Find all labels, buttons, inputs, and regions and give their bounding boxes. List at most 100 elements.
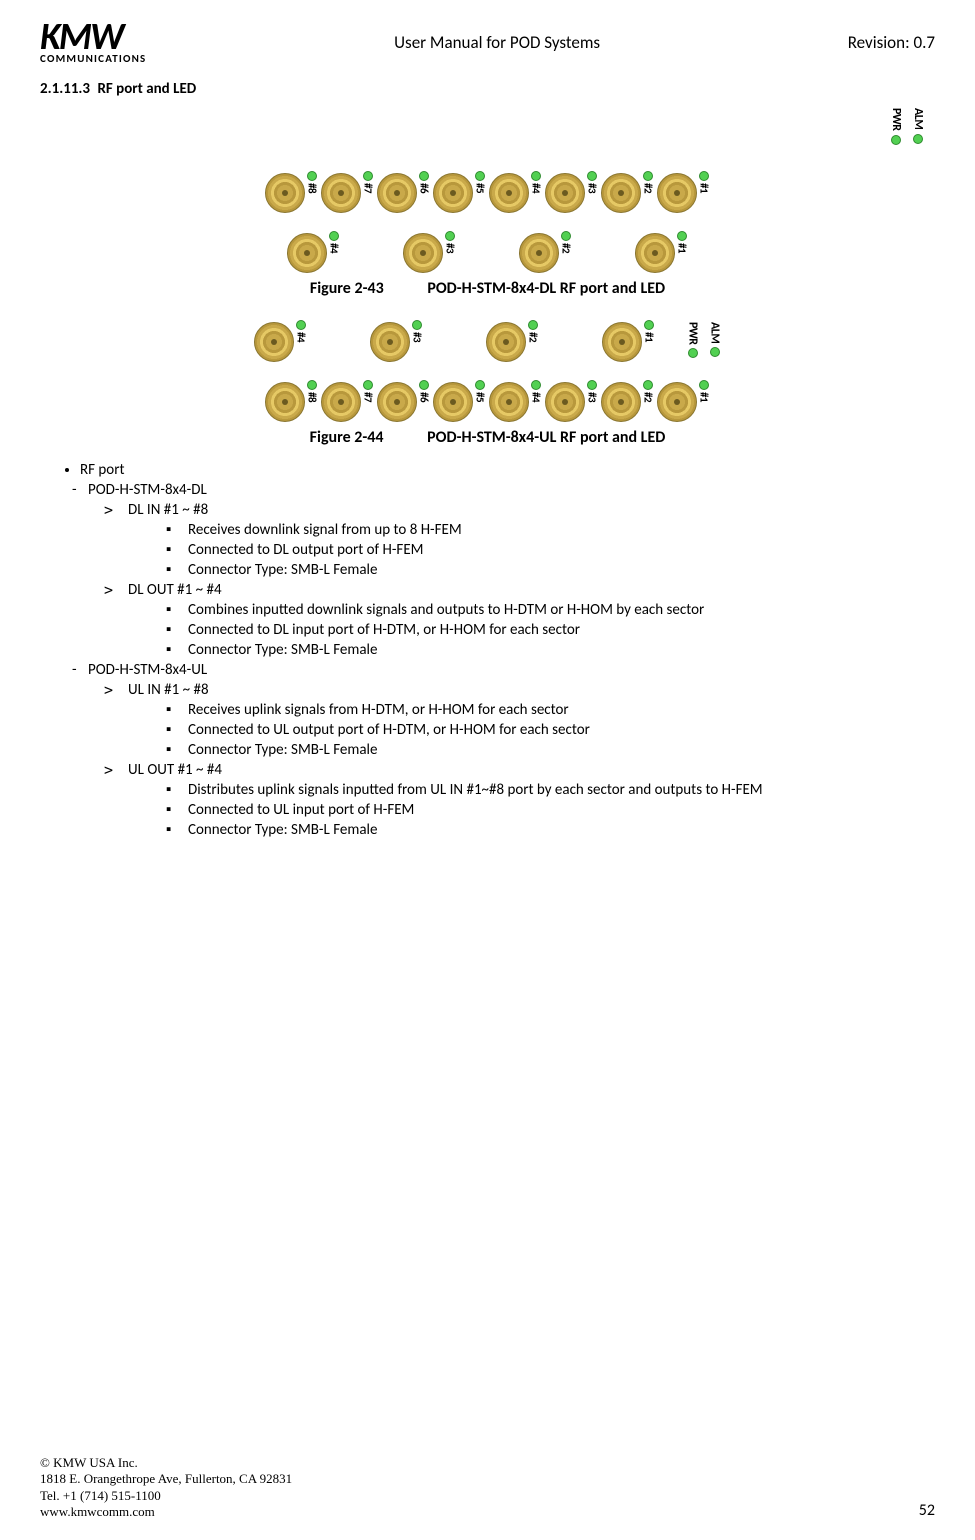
rf-port-icon — [601, 173, 641, 213]
port-led-icon — [643, 171, 653, 181]
rf-port-icon — [433, 173, 473, 213]
dl-model: POD-H-STM-8x4-DL — [88, 481, 935, 499]
rf-port-group: #3 — [545, 382, 599, 422]
rf-port-label-group: #7 — [362, 171, 375, 193]
rf-port-label: #2 — [527, 332, 540, 342]
rf-port-label: #1 — [698, 183, 711, 193]
logo-main: KMW — [40, 20, 122, 54]
port-led-icon — [412, 320, 422, 330]
rf-port-label-group: #7 — [362, 380, 375, 402]
dl-out: DL OUT #1 ~ #4 — [128, 581, 935, 599]
port-led-icon — [475, 171, 485, 181]
port-led-icon — [587, 380, 597, 390]
rf-port-icon — [602, 322, 642, 362]
logo: KMW COMMUNICATIONS — [40, 20, 146, 65]
rf-port-label: #1 — [698, 392, 711, 402]
rf-port-icon — [489, 382, 529, 422]
port-led-icon — [531, 171, 541, 181]
ul-out: UL OUT #1 ~ #4 — [128, 761, 935, 779]
alm-led-icon-2 — [710, 347, 720, 357]
ul-out-2: Connected to UL input port of H-FEM — [188, 801, 935, 819]
port-led-icon — [307, 171, 317, 181]
rf-port-label: #2 — [642, 392, 655, 402]
dl-out-2: Connected to DL input port of H-DTM, or … — [188, 621, 935, 639]
rf-port-label: #8 — [306, 392, 319, 402]
alm-label-2: ALM — [708, 322, 722, 343]
rf-port-label-group: #3 — [444, 231, 457, 253]
rf-port-label-group: #1 — [698, 171, 711, 193]
rf-port-label-group: #1 — [676, 231, 689, 253]
rf-port-group: #6 — [377, 173, 431, 213]
rf-port-label: #7 — [362, 392, 375, 402]
rf-port-icon — [254, 322, 294, 362]
page-footer: © KMW USA Inc. 1818 E. Orangethrope Ave,… — [40, 1455, 935, 1520]
page-number: 52 — [919, 1501, 935, 1520]
port-led-icon — [329, 231, 339, 241]
rf-port-label-group: #4 — [295, 320, 308, 342]
rf-port-group: #1 — [635, 233, 689, 273]
rf-port-label-group: #4 — [328, 231, 341, 253]
rf-port-label-group: #3 — [586, 380, 599, 402]
rf-port-label: #4 — [530, 392, 543, 402]
figure-44-number: Figure 2-44 — [310, 428, 384, 447]
rf-port-label-group: #2 — [642, 380, 655, 402]
rf-port-label-group: #3 — [411, 320, 424, 342]
rf-port-group: #7 — [321, 173, 375, 213]
port-led-icon — [475, 380, 485, 390]
status-leds-2: PWR ALM — [686, 322, 722, 361]
rf-port-label: #5 — [474, 183, 487, 193]
rf-port-icon — [433, 382, 473, 422]
section-heading: 2.1.11.3 RF port and LED — [40, 80, 935, 98]
rf-port-group: #8 — [265, 173, 319, 213]
rf-port-icon — [489, 173, 529, 213]
rf-port-group: #2 — [519, 233, 573, 273]
port-led-icon — [699, 380, 709, 390]
rf-port-label-group: #2 — [560, 231, 573, 253]
rf-port-label: #7 — [362, 183, 375, 193]
rf-port-label-group: #6 — [418, 380, 431, 402]
rf-port-icon — [635, 233, 675, 273]
section-title: RF port and LED — [97, 80, 196, 98]
rf-port-group: #4 — [489, 173, 543, 213]
rf-port-label: #3 — [586, 183, 599, 193]
rf-port-group: #2 — [601, 382, 655, 422]
port-led-icon — [363, 380, 373, 390]
rf-port-icon — [321, 173, 361, 213]
rf-port-label: #4 — [328, 243, 341, 253]
ul-ports-row-4: #4 #3 #2 #1 — [254, 322, 656, 362]
footer-company: © KMW USA Inc. — [40, 1455, 292, 1471]
rf-port-icon — [321, 382, 361, 422]
rf-port-group: #7 — [321, 382, 375, 422]
dl-in-1: Receives downlink signal from up to 8 H-… — [188, 521, 935, 539]
rf-port-label: #4 — [530, 183, 543, 193]
rf-port-group: #1 — [657, 382, 711, 422]
rf-port-label: #2 — [642, 183, 655, 193]
rf-port-icon — [486, 322, 526, 362]
port-led-icon — [528, 320, 538, 330]
content-list: RF port — [40, 461, 935, 479]
rf-port-label: #6 — [418, 392, 431, 402]
dl-in-3: Connector Type: SMB-L Female — [188, 561, 935, 579]
port-led-icon — [419, 380, 429, 390]
alm-label: ALM — [911, 108, 925, 129]
footer-url: www.kmwcomm.com — [40, 1504, 292, 1520]
pwr-label-2: PWR — [686, 322, 700, 345]
port-led-icon — [296, 320, 306, 330]
rf-port-icon — [287, 233, 327, 273]
figure-43: PWR ALM #8#7#6#5#4#3#2#1 #4#3#2#1 Figure… — [40, 108, 935, 298]
rf-port-label: #3 — [444, 243, 457, 253]
rf-port-icon — [601, 382, 641, 422]
rf-port-group: #4 — [489, 382, 543, 422]
ul-in-1: Receives uplink signals from H-DTM, or H… — [188, 701, 935, 719]
rf-port-label-group: #1 — [643, 320, 656, 342]
status-leds: PWR ALM — [889, 108, 925, 147]
doc-revision: Revision: 0.7 — [848, 32, 935, 53]
dl-out-3: Connector Type: SMB-L Female — [188, 641, 935, 659]
pwr-led-icon-2 — [688, 348, 698, 358]
rf-port-label-group: #4 — [530, 171, 543, 193]
footer-phone: Tel. +1 (714) 515-1100 — [40, 1488, 292, 1504]
rf-port-label-group: #4 — [530, 380, 543, 402]
dl-out-1: Combines inputted downlink signals and o… — [188, 601, 935, 619]
rf-port-item: RF port — [80, 461, 935, 479]
rf-port-icon — [377, 173, 417, 213]
